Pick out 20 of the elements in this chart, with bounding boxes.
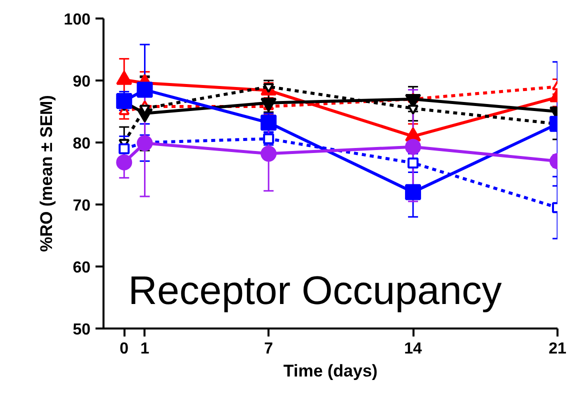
x-tick-label: 7 <box>264 340 274 358</box>
x-axis-title: Time (days) <box>283 362 378 380</box>
point <box>260 146 277 162</box>
y-tick-label: 80 <box>72 136 91 152</box>
x-tick-label: 21 <box>548 340 566 358</box>
point <box>118 143 130 154</box>
y-tick-label: 60 <box>72 260 91 276</box>
y-tick-label: 70 <box>72 198 91 214</box>
x-tick-label: 1 <box>140 340 150 358</box>
y-tick-label: 50 <box>72 322 91 338</box>
point <box>136 135 153 152</box>
y-tick-label: 100 <box>64 12 91 28</box>
point <box>136 82 153 98</box>
point <box>116 154 132 170</box>
y-axis-title: %RO (mean ± SEM) <box>36 95 56 252</box>
annotation: Receptor Occupancy <box>128 269 502 313</box>
x-tick-label: 14 <box>404 340 422 358</box>
y-tick-label: 90 <box>72 74 91 90</box>
x-tick-label: 0 <box>120 340 129 358</box>
point <box>116 70 132 85</box>
